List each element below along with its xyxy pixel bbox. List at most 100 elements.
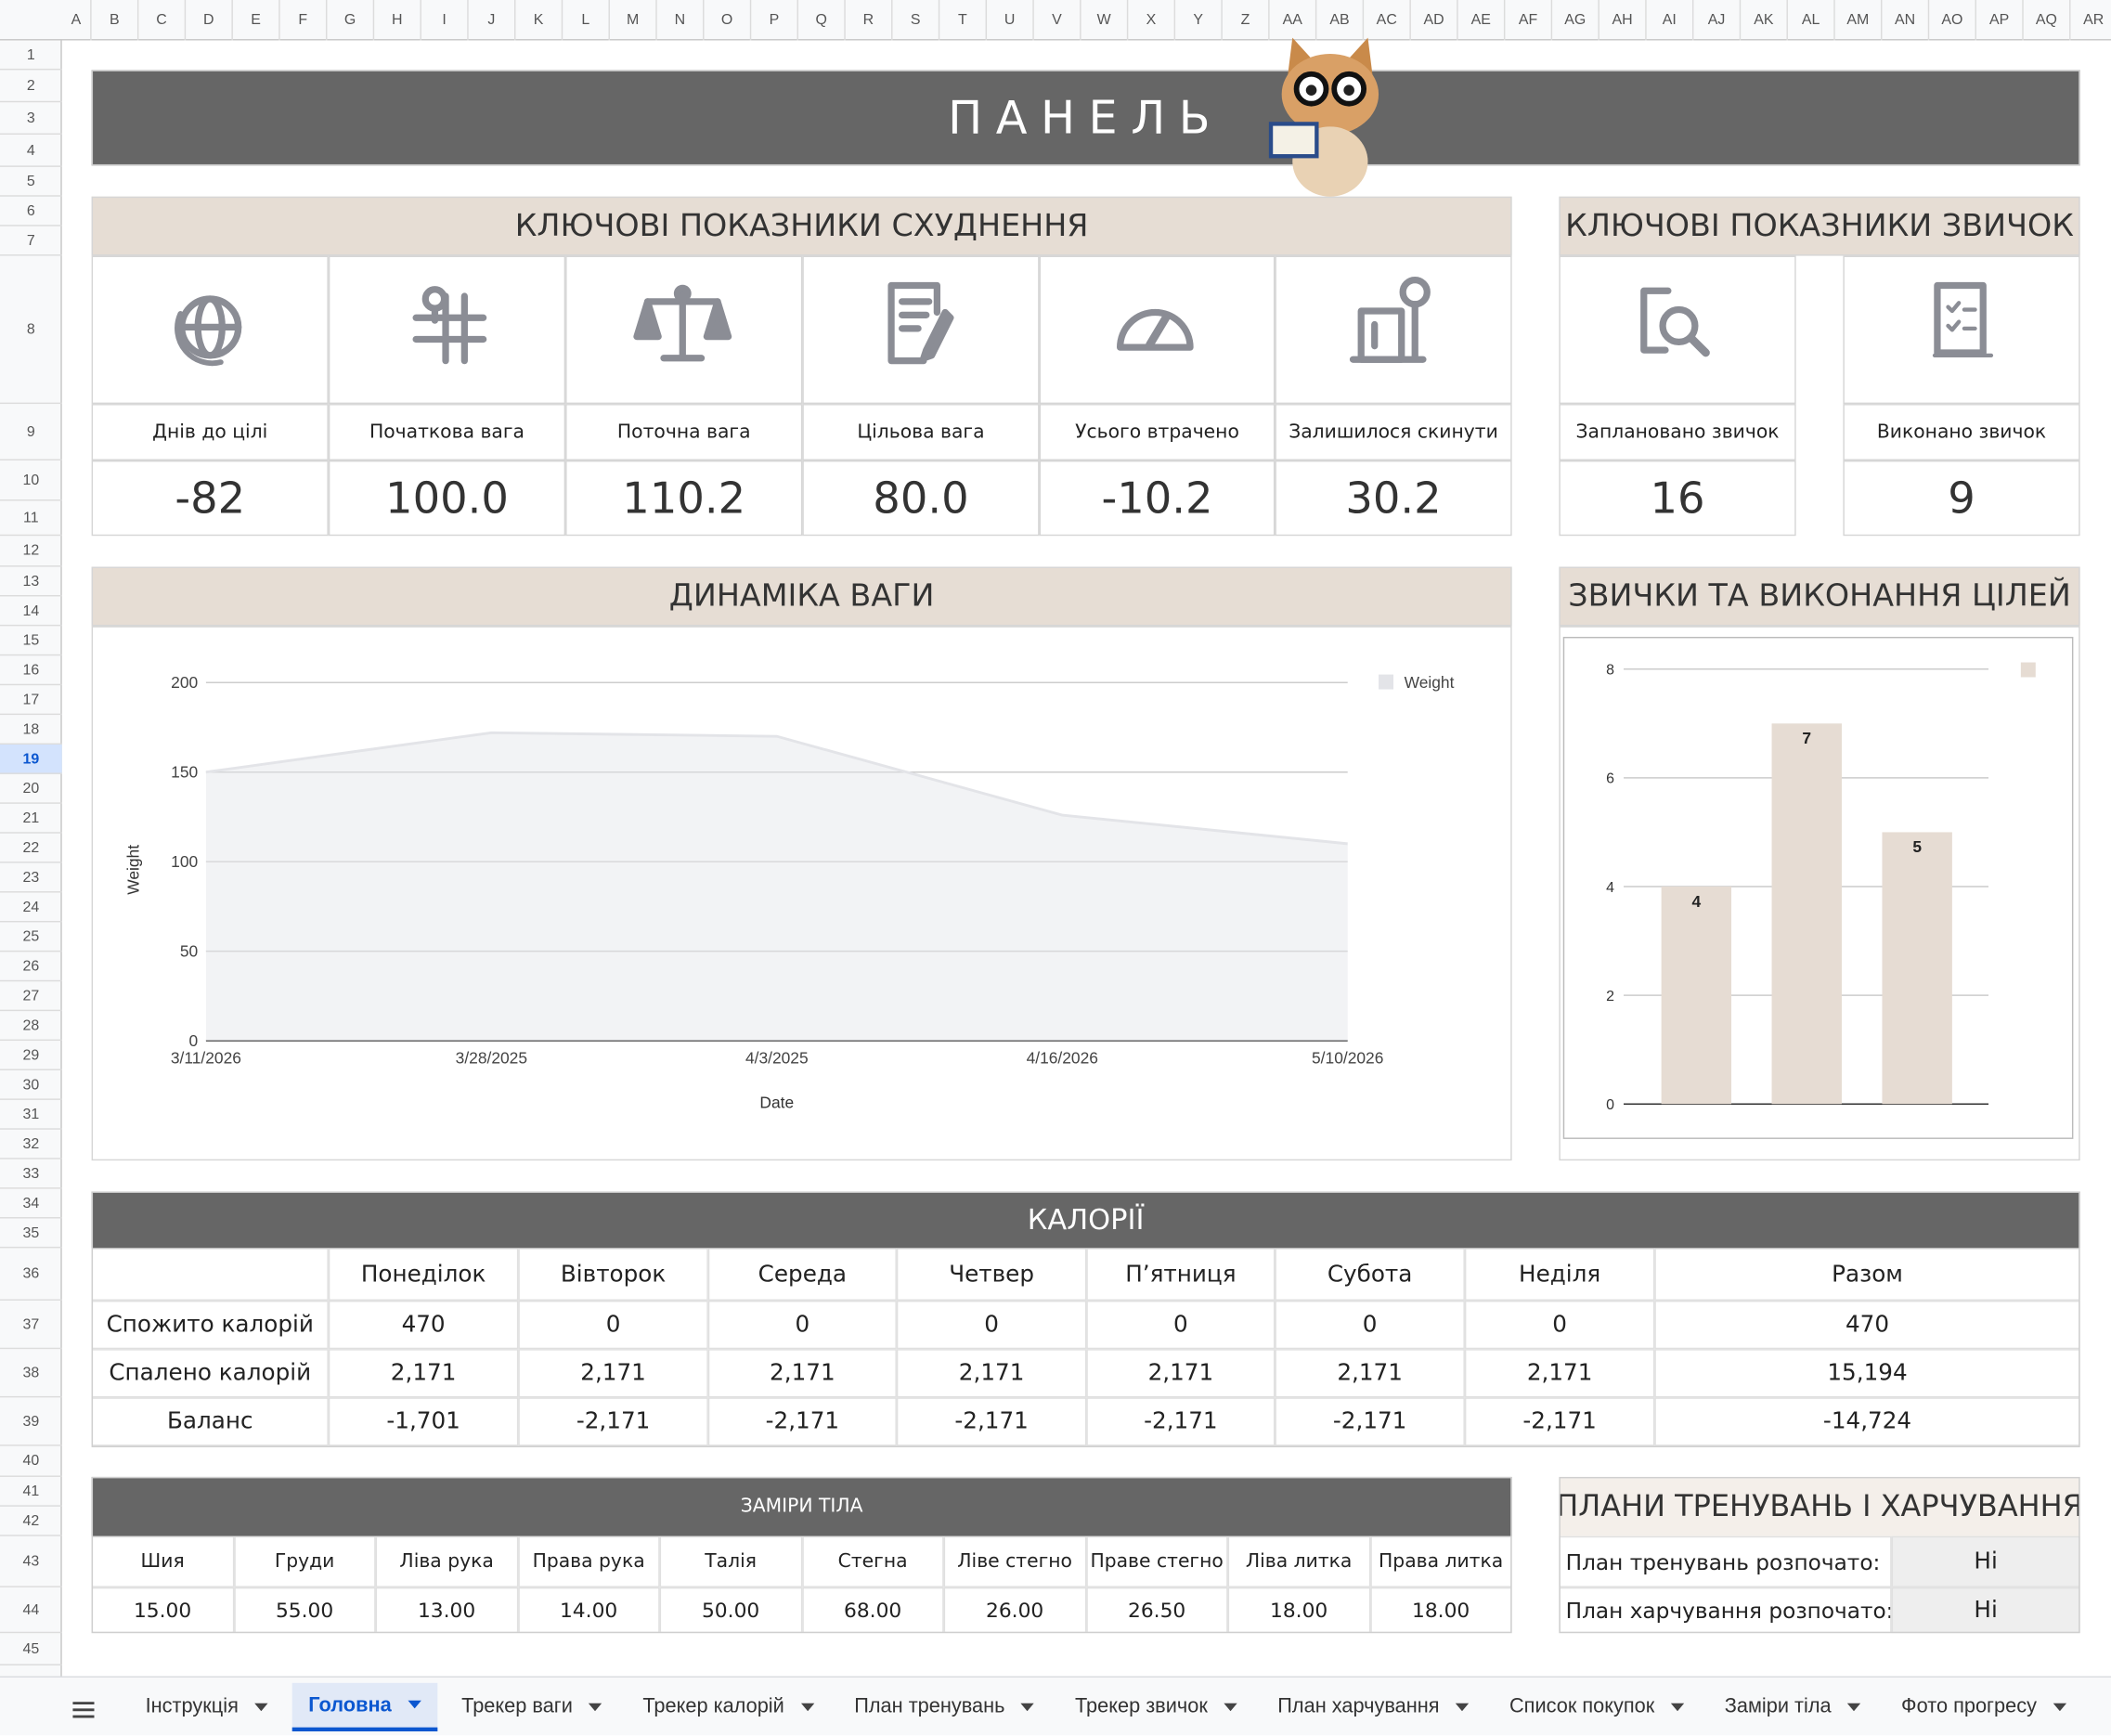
row-label: Спалено калорій (91, 1349, 329, 1398)
column-letter: U (987, 0, 1034, 41)
kpi-label: Початкова вага (328, 404, 566, 460)
column-header: Праве стегно (1085, 1535, 1228, 1587)
column-letter: T (939, 0, 988, 41)
row-label: Спожито калорій (91, 1300, 329, 1350)
legend-label: Weight (1405, 673, 1455, 692)
tab-label[interactable]: Список покупок (1509, 1694, 1655, 1718)
row-number: 17 (0, 685, 62, 716)
menu-icon (72, 1702, 95, 1718)
icon-cell (802, 255, 1040, 405)
tab-label[interactable]: Головна (308, 1692, 392, 1717)
table-cell: -1,701 (328, 1397, 519, 1446)
column-letter: F (280, 0, 328, 41)
row-number: 15 (0, 626, 62, 656)
icon-cell (1843, 255, 2080, 405)
table-cell: 2,171 (518, 1349, 708, 1398)
area-line (205, 731, 1348, 846)
table-cell: 15,194 (1654, 1349, 2080, 1398)
column-letter: W (1081, 0, 1129, 41)
column-header: Права рука (517, 1535, 660, 1587)
tab-label[interactable]: Інструкція (145, 1694, 239, 1718)
column-header: Неділя (1464, 1248, 1655, 1301)
column-header: Стегна (801, 1535, 944, 1587)
column-header: Ліве стегно (943, 1535, 1086, 1587)
tab-menu-arrow[interactable] (1670, 1702, 1685, 1711)
sheet-tab[interactable]: Трекер ваги (446, 1682, 618, 1730)
column-letter: AM (1835, 0, 1883, 41)
column-letter: Z (1223, 0, 1270, 41)
sheet-tab[interactable]: Інструкція (129, 1682, 284, 1730)
row-number: 43 (0, 1536, 62, 1587)
kpi-label: Усього втрачено (1039, 404, 1276, 460)
weight-chart: 0 50 100 150 200 3/11/2026 3/28/2025 4/3/2025 4/… (123, 673, 1455, 1112)
tab-menu-arrow[interactable] (589, 1702, 602, 1711)
tab-label[interactable]: Заміри тіла (1724, 1694, 1832, 1718)
column-header: Ліва рука (375, 1535, 518, 1587)
section-header: ПЛАНИ ТРЕНУВАНЬ І ХАРЧУВАННЯ (1559, 1476, 2080, 1536)
sheet-tab[interactable]: Фото прогресу (1885, 1682, 2083, 1730)
column-header: Четвер (896, 1248, 1087, 1301)
x-axis-title: Date (759, 1094, 794, 1112)
tab-label[interactable]: Трекер калорій (642, 1694, 784, 1718)
tab-menu-arrow[interactable] (2053, 1702, 2066, 1711)
column-header-bar (0, 0, 2111, 41)
column-letter: Y (1175, 0, 1223, 41)
tab-label[interactable]: План харчування (1277, 1694, 1440, 1718)
column-letter: Q (798, 0, 846, 41)
sheet-tab[interactable]: Трекер звичок (1059, 1682, 1254, 1730)
tab-label[interactable]: Фото прогресу (1901, 1694, 2037, 1718)
sheet-tab[interactable]: Список покупок (1494, 1682, 1701, 1730)
column-letter: V (1034, 0, 1081, 41)
row-number: 14 (0, 596, 62, 627)
table-cell: Ні (1891, 1587, 2080, 1634)
table-cell: 0 (1464, 1300, 1655, 1350)
column-header: Разом (1654, 1248, 2080, 1301)
sheet-tab[interactable]: Трекер калорій (627, 1682, 830, 1730)
sheet-tab[interactable]: Заміри тіла (1708, 1682, 1877, 1730)
tab-label[interactable]: Трекер ваги (461, 1694, 573, 1718)
row-number: 31 (0, 1100, 62, 1130)
y-tick-label: 8 (1606, 663, 1614, 679)
column-letter: O (704, 0, 752, 41)
column-letter: R (846, 0, 893, 41)
tab-label[interactable]: Трекер звичок (1074, 1694, 1208, 1718)
column-letter: AR (2071, 0, 2111, 41)
kpi-label: Поточна вага (565, 404, 803, 460)
tab-menu-arrow[interactable] (1455, 1702, 1470, 1711)
column-letter: X (1128, 0, 1176, 41)
row-number: 8 (0, 256, 62, 405)
column-letter: N (657, 0, 705, 41)
column-letter: AD (1411, 0, 1458, 41)
row-number: 24 (0, 893, 62, 923)
kpi-label: Днів до цілі (91, 404, 329, 460)
sheet-tab[interactable]: План харчування (1262, 1682, 1485, 1730)
column-letter: G (327, 0, 375, 41)
tab-menu-arrow[interactable] (1224, 1702, 1237, 1711)
table-cell: 2,171 (1086, 1349, 1276, 1398)
sheet-tab[interactable]: План тренувань (838, 1682, 1051, 1730)
tab-menu-arrow[interactable] (800, 1702, 814, 1711)
all-sheets-button[interactable] (68, 1693, 100, 1726)
row-number: 35 (0, 1218, 62, 1249)
tab-menu-arrow[interactable] (1020, 1702, 1035, 1711)
tab-menu-arrow[interactable] (1847, 1702, 1861, 1711)
column-letter: S (893, 0, 940, 41)
row-number: 44 (0, 1587, 62, 1634)
row-number: 41 (0, 1477, 62, 1507)
column-letter: C (138, 0, 187, 41)
tab-menu-arrow[interactable] (254, 1702, 268, 1711)
row-number: 32 (0, 1130, 62, 1159)
table-cell: 470 (328, 1300, 519, 1350)
row-header-bar (0, 40, 62, 1677)
tab-label[interactable]: План тренувань (854, 1694, 1005, 1718)
legend-swatch (2020, 662, 2036, 678)
tab-menu-arrow[interactable] (408, 1700, 421, 1709)
y-tick-label: 2 (1606, 989, 1614, 1004)
column-header: Талія (659, 1535, 802, 1587)
sheet-tab[interactable]: Головна (291, 1682, 438, 1731)
y-tick-label: 0 (1606, 1097, 1614, 1113)
row-number: 45 (0, 1633, 62, 1665)
section-header: КЛЮЧОВІ ПОКАЗНИКИ СХУДНЕННЯ (91, 196, 1512, 256)
column-letter: I (421, 0, 469, 41)
y-tick-label: 200 (171, 673, 198, 692)
